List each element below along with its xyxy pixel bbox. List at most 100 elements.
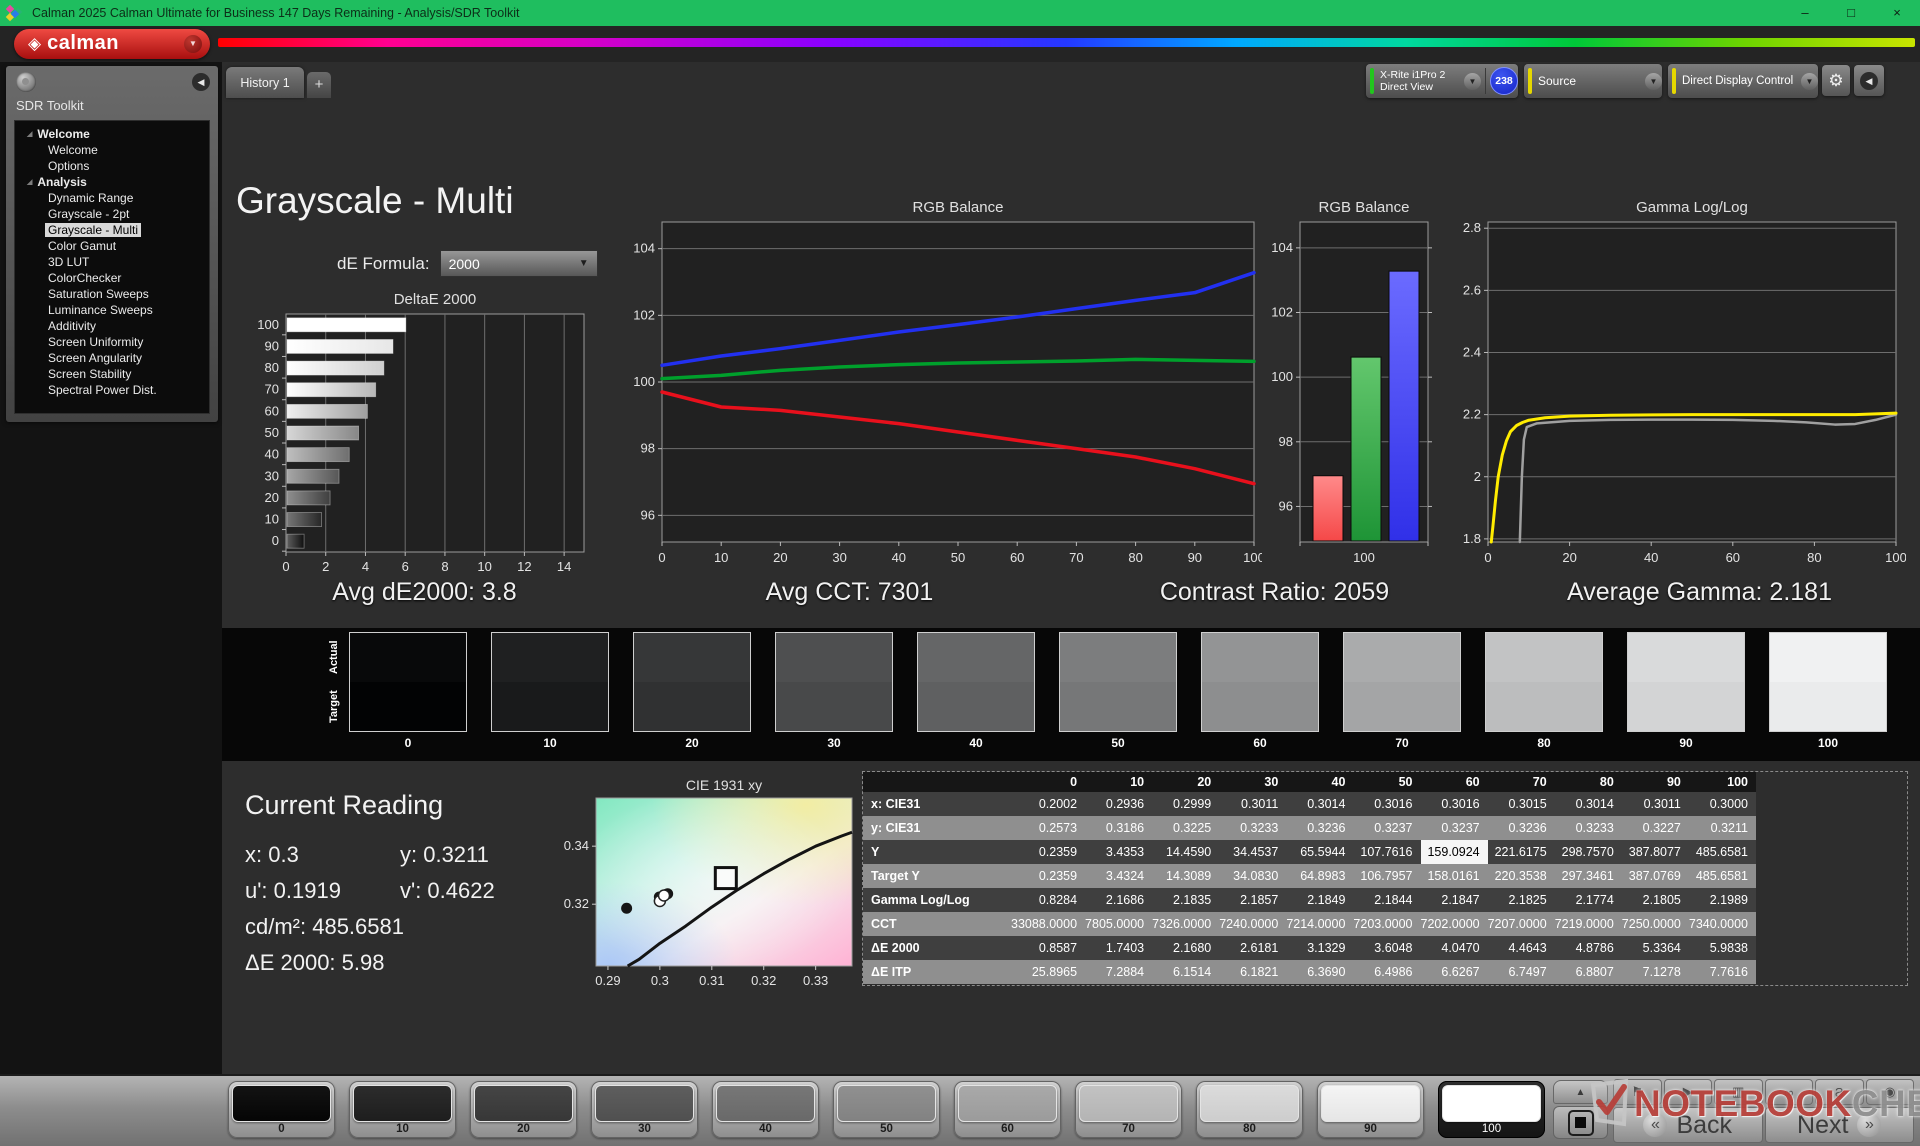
svg-text:8: 8 [441,559,448,574]
toolbar-icon-button-1[interactable]: ⚑ [1613,1079,1662,1105]
table-cell: 7340.0000 [1688,917,1748,931]
calman-menu-button[interactable]: ◈ calman ▼ [14,29,210,59]
table-row-target-y: Target Y 0.2359 3.4324 14.3089 34.0830 64.898… [863,864,1756,888]
display-control-dropdown[interactable]: Direct Display Control ▼ [1668,64,1818,98]
sidebar-orb-button[interactable] [16,72,36,92]
table-cell: 4.0470 [1441,941,1480,955]
grayscale-swatch-90: 90 [1627,632,1745,750]
sidebar-group-analysis[interactable]: ◢ Analysis [27,175,87,189]
swatch-color-box [349,632,467,732]
swatch-label: 50 [1111,736,1125,750]
sidebar-item-3d-lut[interactable]: 3D LUT [48,255,90,269]
source-dropdown[interactable]: Source ▼ [1524,64,1662,98]
sidebar-item-grayscale-2pt[interactable]: Grayscale - 2pt [48,207,130,221]
close-button[interactable]: × [1893,5,1901,20]
svg-text:0: 0 [1484,550,1491,565]
stimulus-patch-button-80[interactable]: 80 [1196,1081,1303,1138]
table-cell: 0.3186 [1105,821,1145,835]
grayscale-swatch-60: 60 [1201,632,1319,750]
toolbar-icon-button-6[interactable]: ◉ [1865,1079,1914,1105]
sidebar-item-additivity[interactable]: Additivity [48,319,97,333]
stimulus-patch-button-20[interactable]: 20 [470,1081,577,1138]
sidebar-item-colorchecker[interactable]: ColorChecker [48,271,122,285]
chart-icon: ▥ [1732,1084,1745,1099]
patch-label: 50 [880,1123,893,1135]
svg-text:80: 80 [265,360,279,375]
restore-button[interactable]: □ [1847,5,1855,20]
settings-button[interactable]: ⚙ [1822,65,1850,96]
table-row-label: Target Y [871,869,920,883]
reading-luminance: cd/m²: 485.6581 [245,914,404,939]
table-cell: 0.3211 [1710,821,1748,835]
expand-up-button[interactable]: ▲ [1553,1080,1608,1104]
de-formula-select[interactable]: 2000 ▼ [439,250,598,277]
swatch-color-box [1059,632,1177,732]
sidebar-item-screen-stability[interactable]: Screen Stability [48,367,132,381]
patch-label: 30 [638,1123,651,1135]
table-row-e-itp: ΔE ITP 25.8965 7.2884 6.1514 6.1821 6.3690 6.4… [863,960,1756,984]
svg-text:20: 20 [773,550,787,565]
toolbar-icon-button-2[interactable]: ▶ [1663,1079,1712,1105]
sidebar-collapse-button[interactable]: ◀ [192,73,210,91]
panel-collapse-button[interactable]: ◀ [1854,65,1884,96]
stimulus-patch-button-10[interactable]: 10 [349,1081,456,1138]
sidebar-item-saturation-sweeps[interactable]: Saturation Sweeps [48,287,149,301]
sidebar-item-color-gamut[interactable]: Color Gamut [48,239,117,253]
stimulus-patch-button-60[interactable]: 60 [954,1081,1061,1138]
svg-text:102: 102 [1271,305,1293,320]
swatch-color-box [775,632,893,732]
swatch-label: 40 [969,736,983,750]
chevron-down-icon: ▼ [1464,72,1481,90]
sidebar-item-welcome[interactable]: Welcome [48,143,98,157]
meter-count-badge[interactable]: 238 [1490,67,1518,95]
stimulus-patch-button-90[interactable]: 90 [1317,1081,1424,1138]
minimize-button[interactable]: – [1801,5,1809,20]
stimulus-patch-button-50[interactable]: 50 [833,1081,940,1138]
table-cell: 14.3089 [1166,869,1212,883]
swatch-color-box [917,632,1035,732]
sidebar-item-screen-angularity[interactable]: Screen Angularity [48,351,143,365]
table-cell: 107.7616 [1360,845,1413,859]
stop-button[interactable] [1553,1106,1608,1139]
svg-text:10: 10 [477,559,491,574]
next-button[interactable]: Next » [1764,1107,1914,1143]
toolbar-icon-button-5[interactable]: Ƨ [1815,1079,1864,1105]
table-row-label: y: CIE31 [871,821,921,835]
deltae-bar-chart: DeltaE 2000 0 10 20 30 40 50 60 70 80 90 100 0 2 4 6 8 10… [257,291,585,574]
reading-y: y: 0.3211 [400,842,489,867]
table-cell: 0.2573 [1038,821,1078,835]
sidebar-item-screen-uniformity[interactable]: Screen Uniformity [48,335,144,349]
svg-text:2: 2 [322,559,329,574]
chevron-down-icon: ▼ [184,35,202,53]
table-cell: 0.3000 [1709,797,1748,811]
up-arrow-icon: ▲ [1575,1087,1586,1098]
table-cell-selected: 159.0924 [1420,840,1488,864]
calman-wordmark: calman [47,31,120,54]
sidebar-item-spectral-power-dist[interactable]: Spectral Power Dist. [48,383,157,397]
sidebar-item-grayscale-multi[interactable]: Grayscale - Multi [15,222,209,238]
stimulus-patch-button-30[interactable]: 30 [591,1081,698,1138]
sidebar-item-dynamic-range[interactable]: Dynamic Range [48,191,134,205]
stimulus-patch-button-0[interactable]: 0 [228,1081,335,1138]
table-cell: 7219.0000 [1554,917,1614,931]
sidebar-item-options[interactable]: Options [48,159,90,173]
table-cell: 7240.0000 [1219,917,1279,931]
table-cell: 2.1686 [1105,893,1145,907]
meter-dropdown[interactable]: X-Rite i1Pro 2 Direct View ▼ 238 [1366,64,1518,98]
toolbar-icon-button-3[interactable]: ▥ [1714,1079,1763,1105]
back-button[interactable]: « Back [1613,1107,1763,1143]
gamma-loglog-chart: Gamma Log/Log 1.8 2 2.2 2.4 2.6 2.8 0 20 40 60 80 10… [1463,199,1906,565]
toolbar-icon-button-4[interactable]: ∞ [1764,1079,1813,1105]
patch-color-box [1079,1085,1178,1122]
sidebar-group-welcome[interactable]: ◢ Welcome [27,127,90,141]
add-tab-button[interactable]: + [307,72,331,98]
stimulus-patch-button-70[interactable]: 70 [1075,1081,1182,1138]
table-cell: 25.8965 [1031,965,1078,979]
tab-history-1[interactable]: History 1 [226,67,304,98]
summary-stats: Avg dE2000: 3.8 Avg CCT: 7301 Contrast R… [212,578,1912,607]
sidebar-item-luminance-sweeps[interactable]: Luminance Sweeps [48,303,153,317]
stimulus-patch-button-100[interactable]: 100 [1438,1081,1545,1138]
svg-text:100: 100 [1353,550,1375,565]
stimulus-patch-button-40[interactable]: 40 [712,1081,819,1138]
table-column-header: 90 [1621,772,1689,792]
